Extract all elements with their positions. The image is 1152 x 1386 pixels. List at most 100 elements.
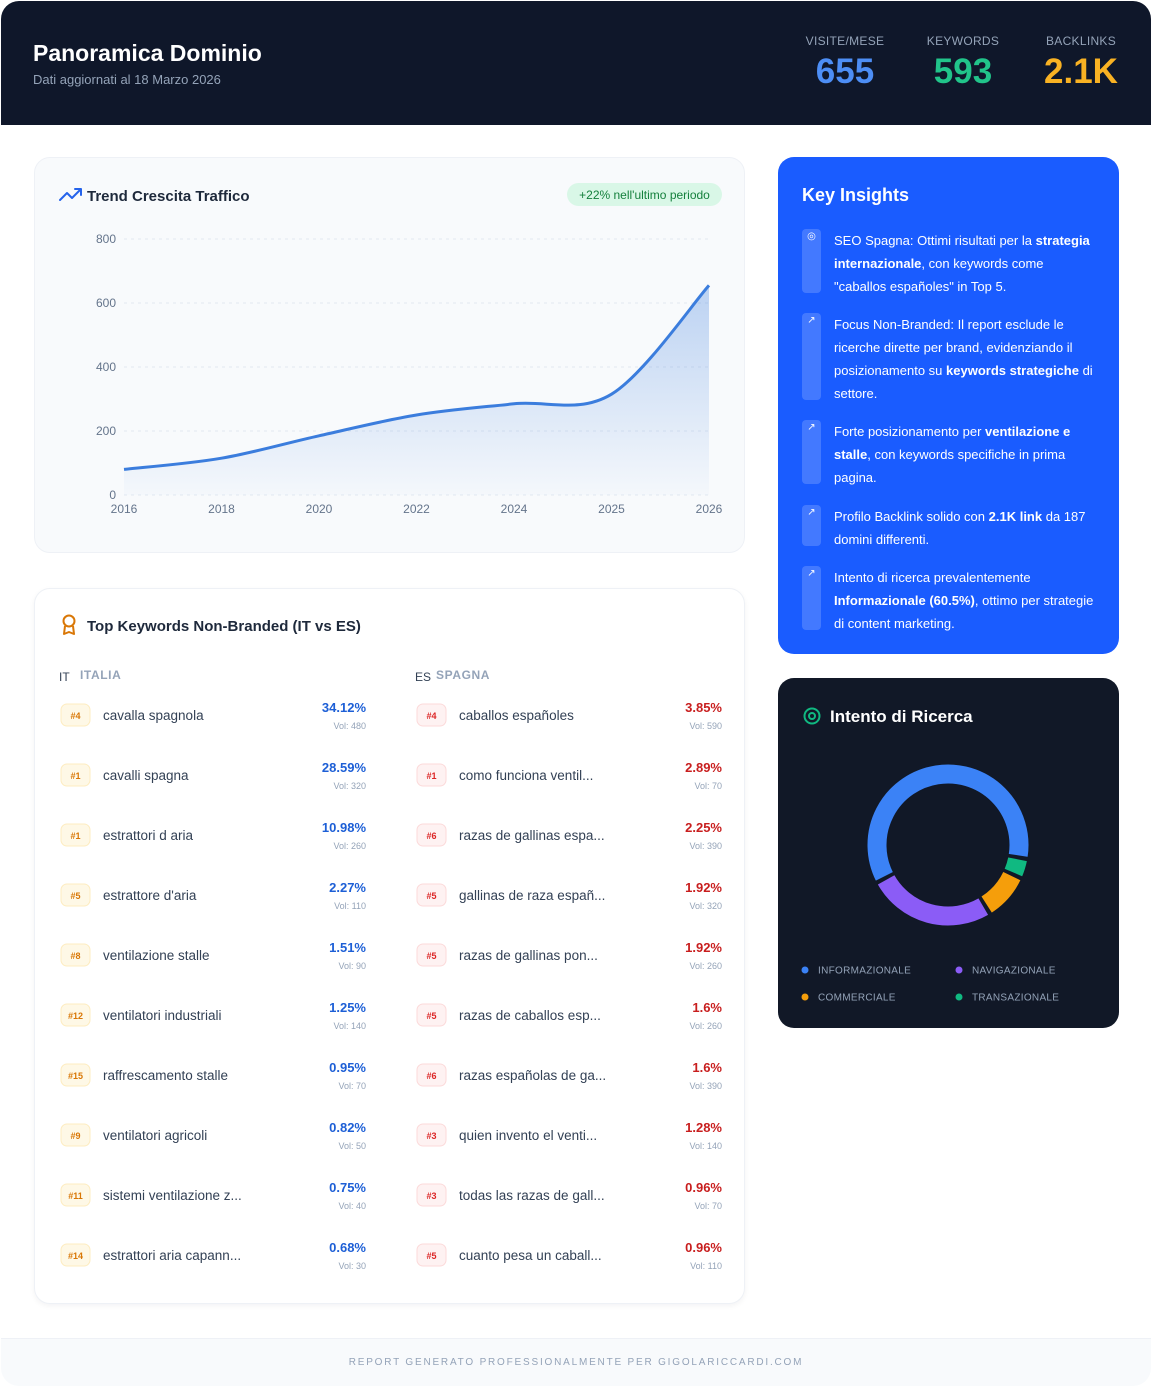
insight-icon-bar: ↗ xyxy=(802,420,821,484)
rank: #4 xyxy=(70,711,80,721)
stat-label: VISITE/MESE xyxy=(805,34,885,48)
insight-text: SEO Spagna: Ottimi risultati per la stra… xyxy=(834,229,1098,298)
intent-chart: Intento di Ricerca INFORMAZIONALE NAVIGAZI… xyxy=(801,707,1059,1004)
rank: #6 xyxy=(426,1071,436,1081)
volume: Vol: 320 xyxy=(689,901,722,911)
intent-card: Intento di Ricerca INFORMAZIONALE NAVIGAZI… xyxy=(778,678,1119,1028)
insight-text: Forte posizionamento per ventilazione e … xyxy=(834,420,1098,489)
keyword: estrattori aria capann... xyxy=(103,1248,241,1263)
insight-highlight: ventilazione e stalle xyxy=(834,424,1071,462)
share: 28.59% xyxy=(322,760,367,775)
rank-badge xyxy=(416,1183,447,1207)
keyword: ventilazione stalle xyxy=(103,948,210,963)
legend-label: INFORMAZIONALE xyxy=(818,966,911,977)
keyword: cavalli spagna xyxy=(103,768,189,783)
share: 2.27% xyxy=(329,880,366,895)
insight-icon: ↗ xyxy=(807,568,816,579)
insight-span: di settore. xyxy=(834,363,1093,401)
card-title: Key Insights xyxy=(802,185,910,205)
rank: #5 xyxy=(426,1251,436,1261)
trend-line xyxy=(123,284,711,471)
rank: #5 xyxy=(426,951,436,961)
volume: Vol: 70 xyxy=(694,781,722,791)
country-name: SPAGNA xyxy=(436,668,490,682)
rank-badge xyxy=(416,1123,447,1147)
insight-icon: ↗ xyxy=(807,315,816,326)
share: 3.85% xyxy=(685,700,722,715)
volume: Vol: 260 xyxy=(689,1021,722,1031)
keyword: razas de gallinas pon... xyxy=(459,948,598,963)
insight-highlight: Informazionale (60.5%) xyxy=(834,593,975,608)
rank-badge xyxy=(60,703,91,727)
legend-dot xyxy=(955,966,963,974)
donut-segment xyxy=(876,873,990,927)
x-tick-label: 2024 xyxy=(501,502,528,516)
insight-text: Profilo Backlink solido con 2.1K link da… xyxy=(834,505,1098,551)
share: 2.25% xyxy=(685,820,722,835)
x-tick-label: 2022 xyxy=(403,502,430,516)
stat-value: 593 xyxy=(933,52,993,91)
volume: Vol: 110 xyxy=(690,1261,722,1271)
country-code: ES xyxy=(415,670,431,684)
rank-badge xyxy=(60,943,91,967)
keyword: quien invento el venti... xyxy=(459,1128,597,1143)
x-tick-label: 2026 xyxy=(696,502,723,516)
footer-text: REPORT GENERATO PROFESSIONALMENTE PER GI… xyxy=(348,1357,804,1368)
rank: #3 xyxy=(426,1191,436,1201)
rank-badge xyxy=(60,1123,91,1147)
footer: REPORT GENERATO PROFESSIONALMENTE PER GI… xyxy=(1,1338,1151,1386)
rank: #1 xyxy=(426,771,436,781)
rank-badge xyxy=(60,1063,91,1087)
rank-badge xyxy=(416,943,447,967)
volume: Vol: 590 xyxy=(689,721,722,731)
volume: Vol: 30 xyxy=(338,1261,366,1271)
keyword: como funciona ventil... xyxy=(459,768,593,783)
insight-span: Forte posizionamento per xyxy=(834,424,986,439)
share: 1.92% xyxy=(685,940,722,955)
keyword: razas de gallinas espa... xyxy=(459,828,605,843)
keyword: cavalla spagnola xyxy=(103,708,204,723)
card-title: Intento di Ricerca xyxy=(830,707,973,726)
rank-badge xyxy=(60,1183,91,1207)
keywords-card: Top Keywords Non-Branded (IT vs ES) IT ITA… xyxy=(34,588,745,1304)
header-bar xyxy=(1,1,1151,125)
insight-highlight: strategia internazionale xyxy=(834,233,1090,271)
rank: #3 xyxy=(426,1131,436,1141)
insight-span: SEO Spagna: Ottimi risultati per la xyxy=(834,233,1036,248)
stat: KEYWORDS 593 xyxy=(893,34,1033,92)
insight-span: Intento di ricerca prevalentemente xyxy=(834,570,1031,585)
rank-badge xyxy=(60,823,91,847)
share: 0.96% xyxy=(685,1180,722,1195)
volume: Vol: 50 xyxy=(338,1141,366,1151)
rank: #1 xyxy=(70,831,80,841)
y-tick-label: 800 xyxy=(96,232,116,246)
donut-segment xyxy=(980,870,1022,914)
share: 2.89% xyxy=(685,760,722,775)
insight-icon: ↗ xyxy=(807,507,816,518)
volume: Vol: 140 xyxy=(689,1141,722,1151)
share: 34.12% xyxy=(322,700,367,715)
rank: #12 xyxy=(68,1011,83,1021)
stat: VISITE/MESE 655 xyxy=(775,34,915,92)
share: 1.6% xyxy=(692,1060,722,1075)
volume: Vol: 70 xyxy=(694,1201,722,1211)
rank-badge xyxy=(60,883,91,907)
stat-value: 655 xyxy=(815,52,875,91)
rank-badge xyxy=(416,823,447,847)
target-icon xyxy=(803,707,821,725)
insight-icon-bar: ◎ xyxy=(802,229,821,293)
insight-icon-bar: ↗ xyxy=(802,313,821,400)
y-tick-label: 200 xyxy=(96,424,116,438)
rank: #5 xyxy=(426,1011,436,1021)
share: 1.28% xyxy=(685,1120,722,1135)
share: 0.95% xyxy=(329,1060,366,1075)
volume: Vol: 320 xyxy=(333,781,366,791)
rank: #8 xyxy=(70,951,80,961)
trend-area xyxy=(124,285,709,495)
keyword: razas de caballos esp... xyxy=(459,1008,601,1023)
share: 1.25% xyxy=(329,1000,366,1015)
insight-span: Focus Non-Branded: Il report esclude le … xyxy=(834,317,1073,378)
volume: Vol: 140 xyxy=(333,1021,366,1031)
